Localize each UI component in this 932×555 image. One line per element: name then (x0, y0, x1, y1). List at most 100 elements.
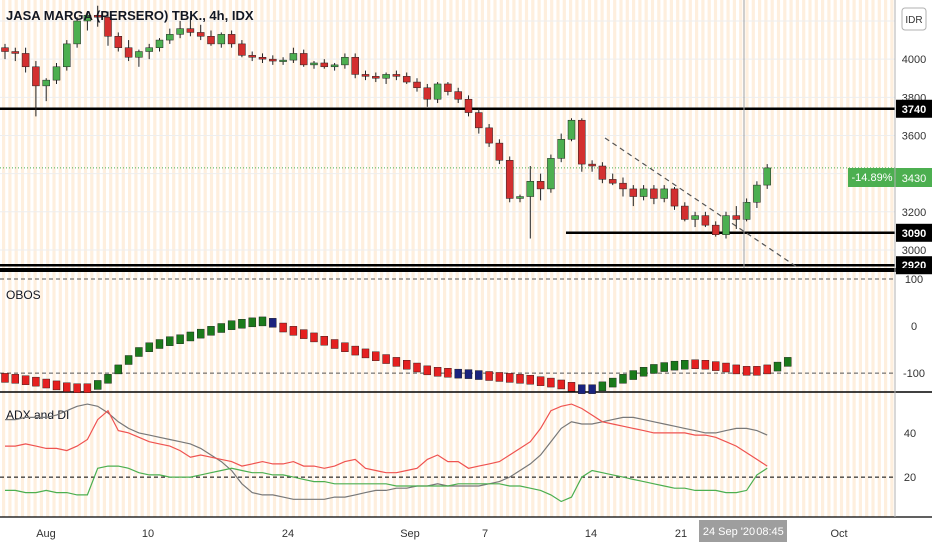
candle-body (372, 76, 380, 79)
session-stripe (83, 0, 88, 517)
last-price-value: 3430 (902, 173, 926, 185)
time-tick-label: Aug (36, 528, 56, 540)
session-stripe (291, 0, 295, 517)
session-stripe (695, 0, 699, 517)
session-stripe (650, 0, 655, 517)
session-stripe (367, 0, 371, 517)
obos-bar (372, 351, 380, 361)
session-stripe (713, 0, 718, 517)
candle-body (52, 66, 61, 81)
candle-body (42, 79, 50, 87)
candle-body (475, 112, 483, 129)
obos-bar (21, 375, 30, 385)
candle-body (485, 127, 493, 144)
session-stripe (71, 0, 75, 517)
session-stripe (178, 0, 182, 517)
session-stripe (543, 0, 547, 517)
candle-body (310, 62, 318, 66)
session-stripe (751, 0, 755, 517)
time-axis[interactable]: Aug 10 24 Sep 7 14 21 Oct (36, 528, 847, 540)
trend-line[interactable] (604, 137, 801, 270)
obos-bar (341, 342, 349, 352)
candle-body (227, 34, 236, 45)
candle-body (32, 66, 40, 87)
candle-body (299, 53, 308, 66)
session-stripe (499, 0, 503, 517)
candle-body (238, 43, 246, 56)
session-stripe (153, 0, 157, 517)
obos-bar (145, 342, 153, 352)
session-stripe (33, 0, 37, 517)
obos-bar (258, 316, 267, 327)
obos-bar (588, 384, 596, 394)
obos-bar (701, 360, 710, 370)
session-stripe (808, 0, 812, 517)
candle-body (639, 188, 648, 197)
session-stripe (562, 0, 566, 517)
session-stripe (115, 0, 119, 517)
obos-bar (547, 377, 555, 388)
session-stripe (871, 0, 875, 517)
candle-body (732, 215, 741, 220)
horizontal-levels[interactable] (0, 107, 895, 267)
session-stripe (726, 0, 730, 517)
session-stripe (606, 0, 610, 517)
obos-bar (11, 374, 20, 384)
obos-bar (217, 323, 226, 333)
last-price-tag: -14.89% 3430 (848, 168, 932, 187)
candle-body (124, 47, 133, 58)
session-stripe (361, 0, 365, 517)
candle-body (505, 160, 514, 199)
crosshair-time: 08:45 (756, 526, 784, 538)
session-stripe (197, 0, 201, 517)
session-stripe (587, 0, 592, 517)
candle-body (341, 56, 349, 66)
session-stripe (789, 0, 793, 517)
session-stripe (632, 0, 636, 517)
obos-bar (310, 332, 318, 343)
obos-bar (279, 322, 287, 333)
session-stripe (247, 0, 251, 517)
session-stripe (890, 0, 894, 517)
obos-bar (403, 360, 411, 370)
obos-bar (269, 318, 277, 328)
price-axis[interactable]: 4200400038003600340032003000 (902, 16, 926, 257)
currency-badge[interactable]: IDR (901, 7, 927, 31)
obos-tick-label: 100 (905, 274, 923, 286)
session-stripe (109, 0, 113, 517)
obos-title: OBOS (6, 288, 41, 302)
obos-bar (413, 362, 421, 373)
session-stripe (537, 0, 541, 517)
session-stripe (172, 0, 176, 517)
session-stripe (455, 0, 459, 517)
candle-body (196, 32, 205, 37)
session-stripe (216, 0, 220, 517)
obos-bar (681, 360, 689, 370)
obos-bar (526, 375, 534, 385)
candle-body (722, 215, 730, 235)
obos-bar (464, 369, 473, 379)
price-pane-separator[interactable] (0, 268, 932, 272)
session-stripe (770, 0, 774, 517)
obos-bar (73, 383, 81, 393)
candle-body (402, 76, 411, 83)
session-stripe (745, 0, 749, 517)
session-stripe (776, 0, 781, 517)
candle-body (650, 188, 658, 199)
session-stripe (865, 0, 869, 517)
session-stripe (657, 0, 661, 517)
session-stripe (833, 0, 837, 517)
candle-body (155, 39, 164, 48)
obos-bar (485, 371, 493, 381)
session-stripe (65, 0, 69, 517)
session-stripe (707, 0, 711, 517)
candle-body (567, 119, 576, 140)
session-stripe (398, 0, 403, 517)
session-stripe (858, 0, 862, 517)
session-stripe (2, 0, 6, 517)
obos-bars (1, 316, 792, 394)
obos-bar (238, 319, 246, 329)
session-stripe (254, 0, 258, 517)
